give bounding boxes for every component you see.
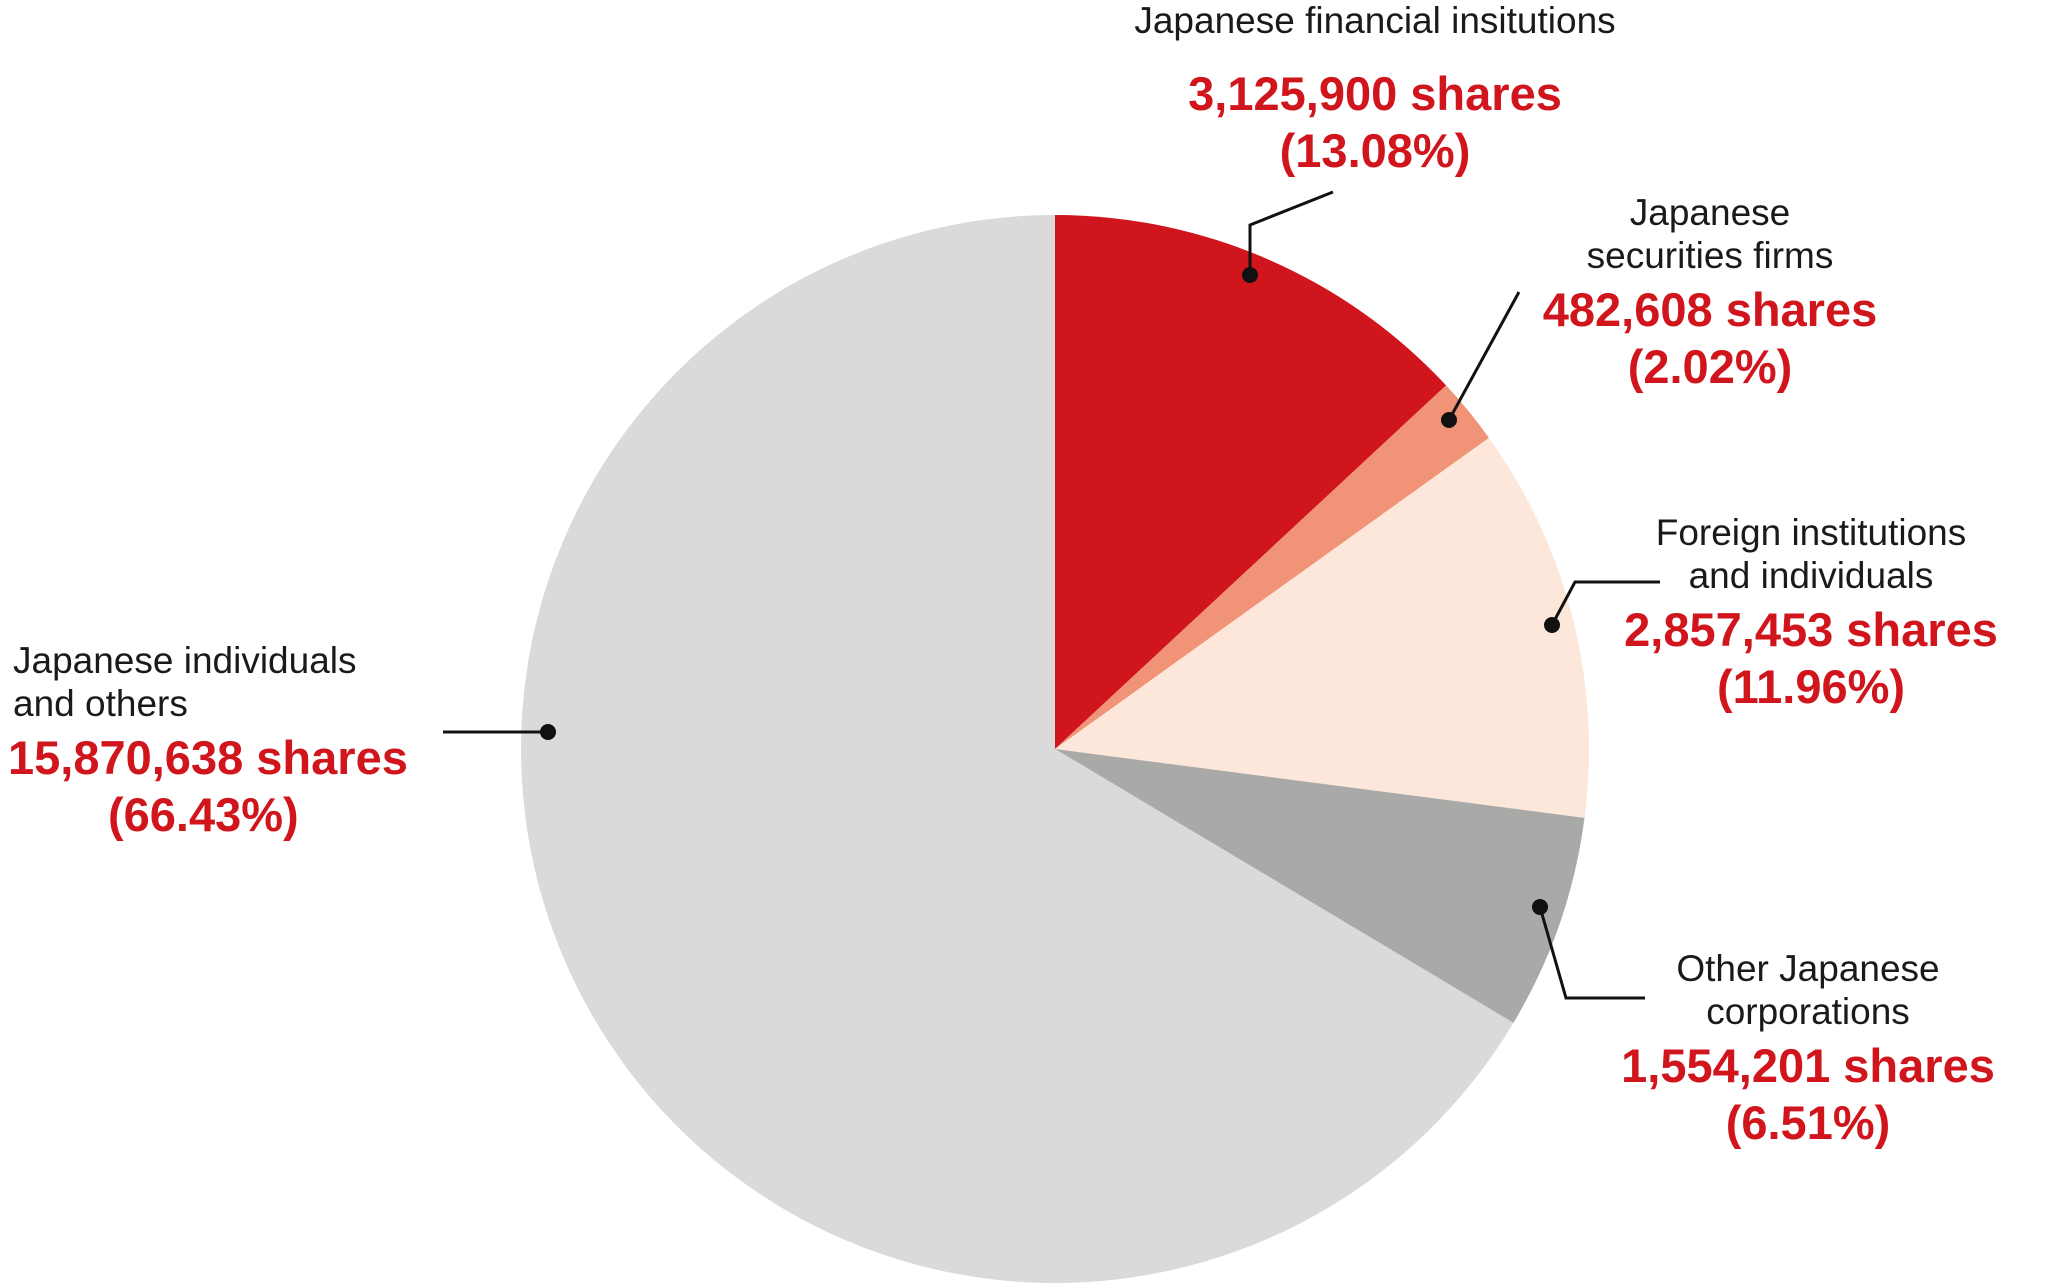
- pie-slice-financial-institutions: [1055, 215, 1447, 749]
- leader-financial-institutions: [1248, 190, 1334, 275]
- shares-label: 1,554,201 shares: [1621, 1039, 1995, 1093]
- category-label: Japanese financial insitutions: [1134, 0, 1616, 41]
- label-japanese-financial-institutions: Japanese financial insitutions 3,125,900…: [1134, 0, 1615, 179]
- leader-lines: [443, 190, 1660, 1000]
- shares-label: 15,870,638 shares: [8, 731, 408, 785]
- category-label: Foreign institutions and individuals: [1655, 512, 1967, 596]
- leader-individuals-others-dot: [540, 724, 556, 740]
- leader-financial-institutions-dot: [1242, 267, 1258, 283]
- category-label: Japanese securities firms: [1586, 192, 1834, 276]
- shares-label: 482,608 shares: [1542, 283, 1878, 337]
- pie-slice-other-corporations: [1055, 749, 1585, 1023]
- category-label: Other Japanese corporations: [1676, 948, 1940, 1032]
- leader-other-corporations: [1538, 906, 1645, 1000]
- percent-label: (13.08%): [1279, 123, 1471, 177]
- percent-label: (11.96%): [1716, 660, 1906, 714]
- category-label: Japanese individuals and others: [13, 640, 357, 724]
- leader-other-corporations-dot: [1532, 899, 1548, 915]
- leader-foreign-institutions: [1550, 580, 1660, 626]
- leader-securities-firms-dot: [1441, 412, 1457, 428]
- label-other-japanese-corporations: Other Japanese corporations 1,554,201 sh…: [1621, 948, 1995, 1152]
- leader-foreign-institutions-dot: [1544, 617, 1560, 633]
- pie-slices: [521, 215, 1589, 1283]
- leader-securities-firms: [1447, 291, 1521, 421]
- label-japanese-securities-firms: Japanese securities firms 482,608 shares…: [1543, 192, 1878, 396]
- shares-label: 3,125,900 shares: [1188, 66, 1562, 120]
- label-japanese-individuals: Japanese individuals and others 15,870,6…: [8, 640, 408, 844]
- percent-label: (6.51%): [1725, 1096, 1891, 1150]
- label-foreign-institutions: Foreign institutions and individuals 2,8…: [1624, 512, 1998, 716]
- pie-slice-individuals-others: [521, 215, 1514, 1283]
- shares-label: 2,857,453 shares: [1624, 603, 1998, 657]
- pie-slice-securities-firms: [1055, 385, 1489, 749]
- pie-slice-foreign-institutions: [1055, 437, 1589, 818]
- percent-label: (2.02%): [1627, 340, 1793, 394]
- percent-label: (66.43%): [108, 788, 299, 842]
